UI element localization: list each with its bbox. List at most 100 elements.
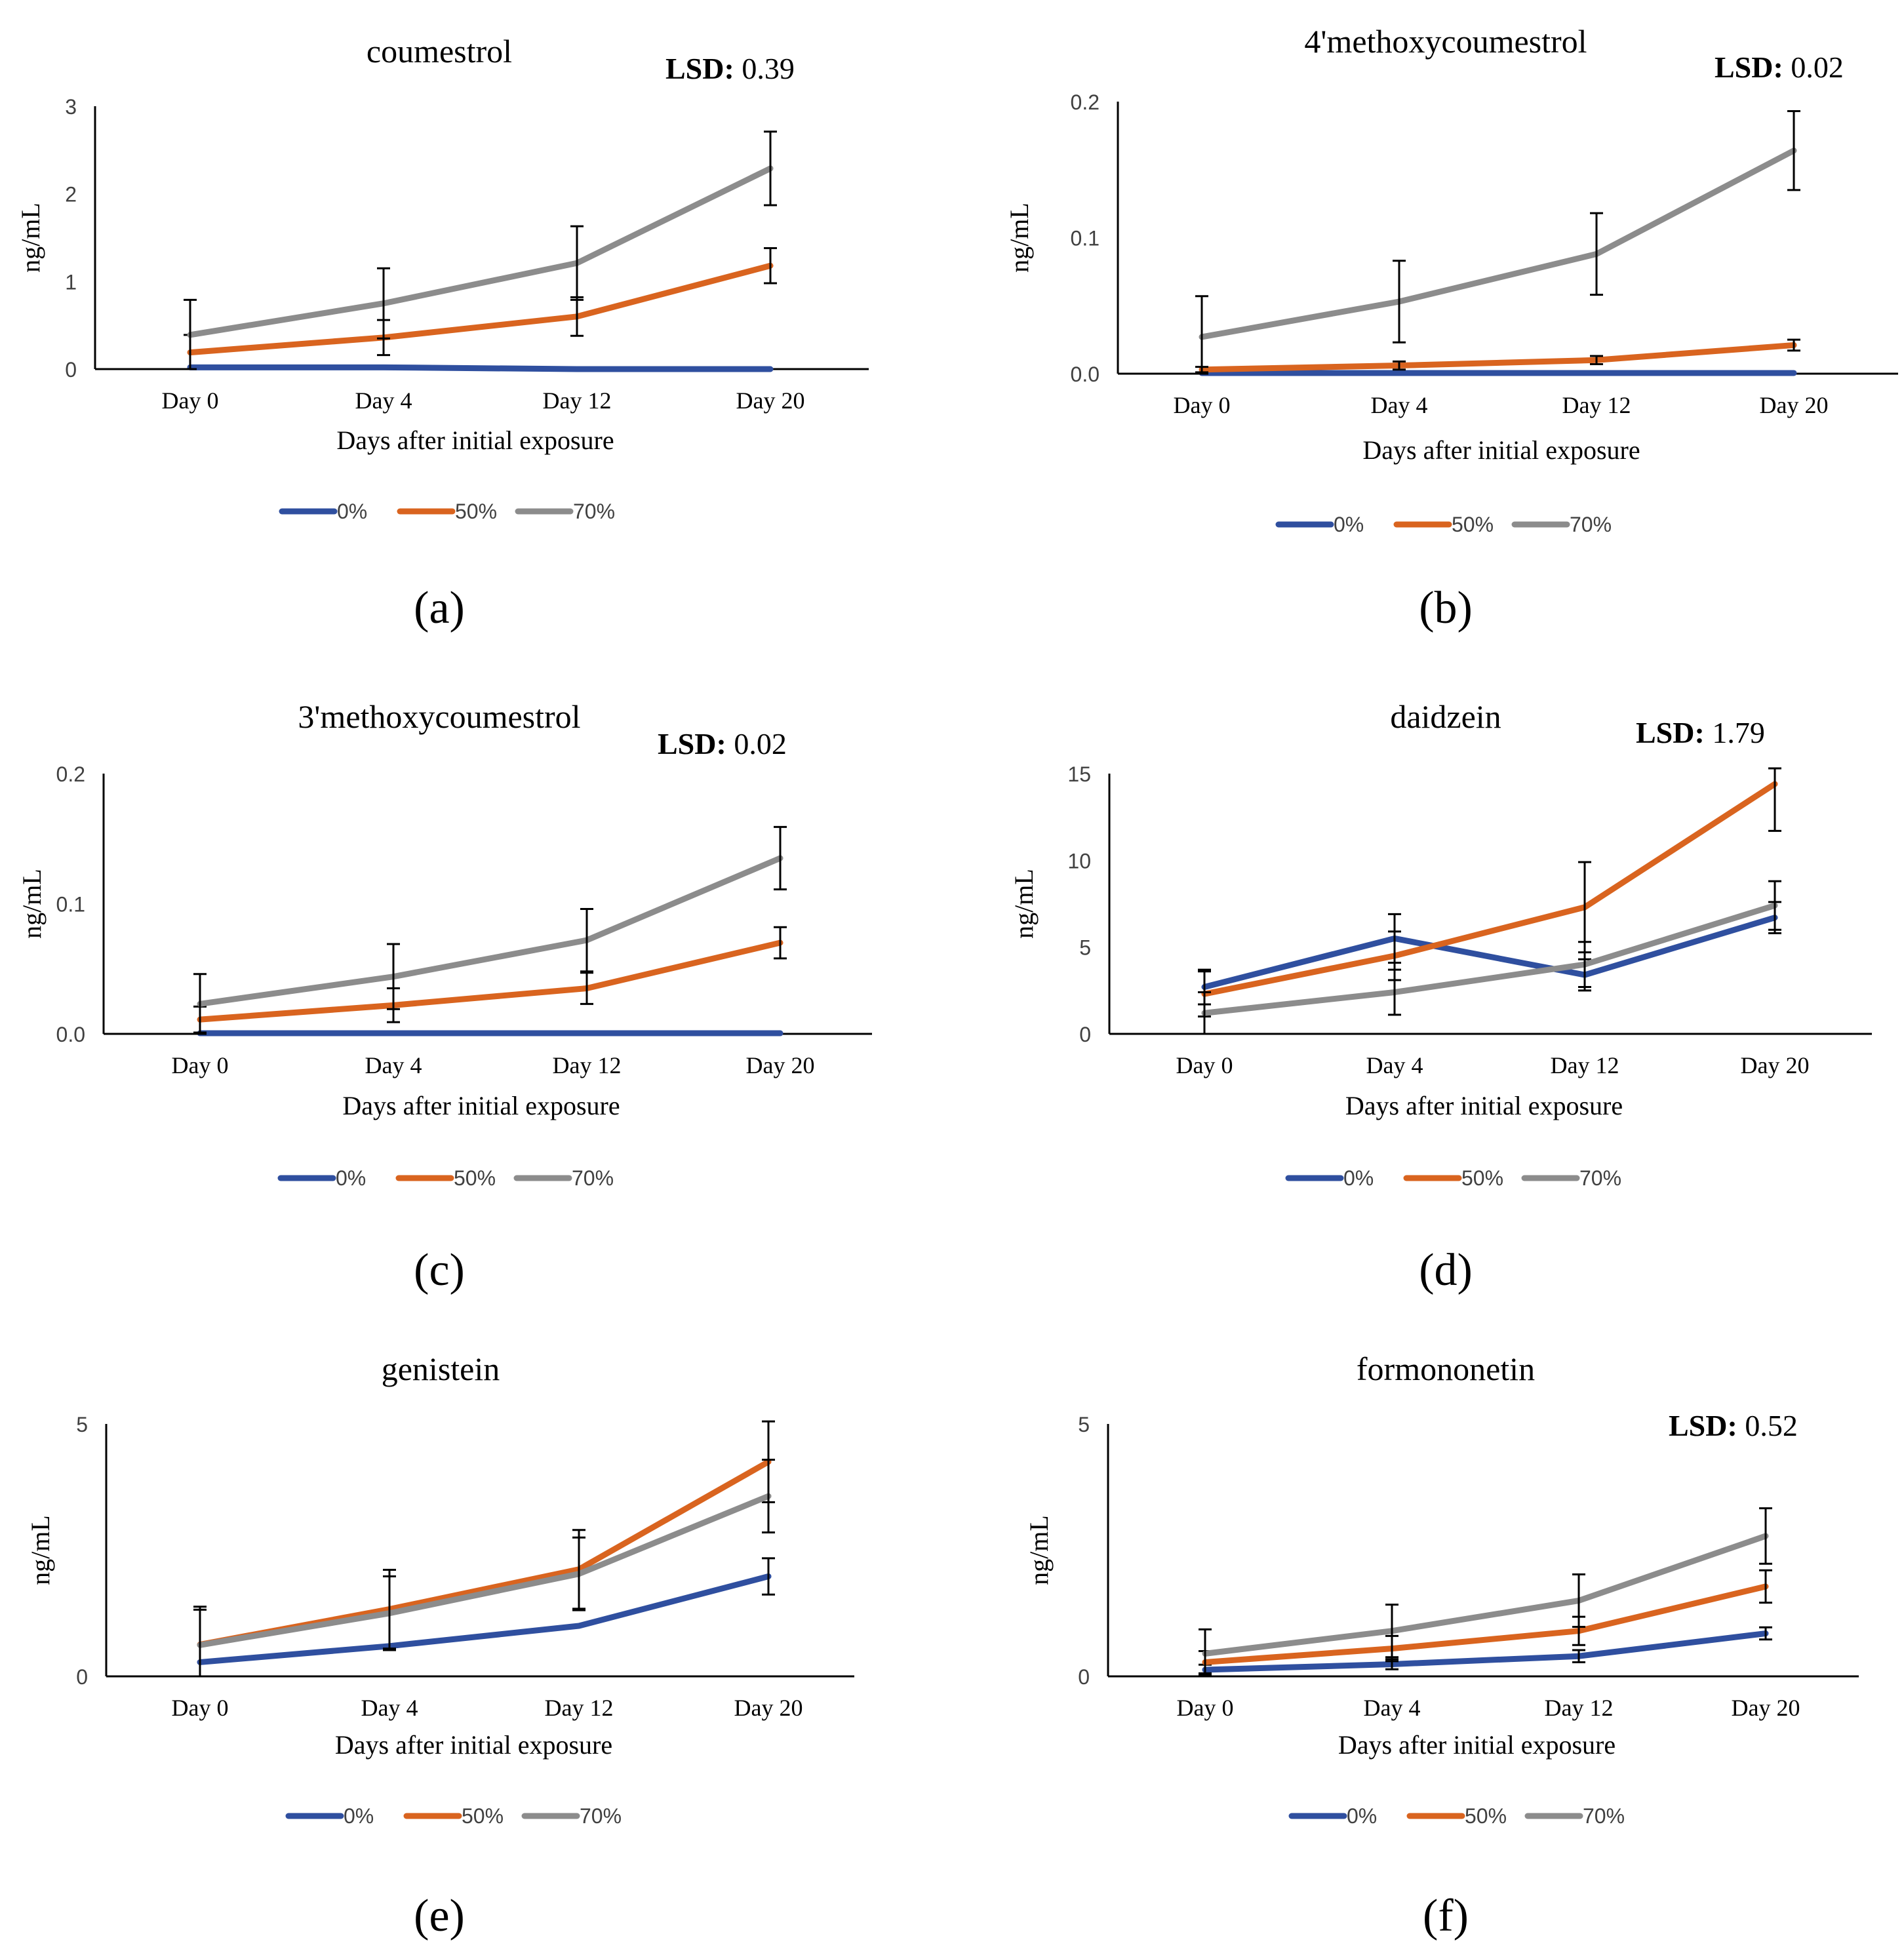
- x-tick-label: Day 0: [162, 387, 219, 414]
- x-tick-label: Day 4: [365, 1052, 422, 1078]
- panel-label: (e): [414, 1891, 465, 1941]
- series-line: [1201, 915, 1778, 991]
- series-line: [1201, 902, 1778, 1016]
- chart-title: 3'methoxycoumestrol: [298, 698, 580, 735]
- legend: 0% 50% 70%: [279, 500, 615, 523]
- y-axis-label: ng/mL: [1004, 203, 1034, 273]
- series-70pct: [184, 130, 777, 370]
- x-axis-label: Days after initial exposure: [1362, 435, 1640, 465]
- legend: 0% 50% 70%: [277, 1166, 614, 1190]
- y-axis-label: ng/mL: [16, 203, 45, 273]
- y-tick-label: 0.0: [1071, 363, 1100, 386]
- series-line: [187, 364, 774, 372]
- series-line: [1199, 342, 1797, 373]
- series-line: [1202, 1583, 1769, 1665]
- x-tick-label: Day 12: [1551, 1052, 1619, 1078]
- legend-label-70pct: 70%: [573, 500, 615, 523]
- y-tick-label: 15: [1067, 762, 1091, 786]
- series-line: [197, 1493, 772, 1648]
- lsd-value: 1.79: [1712, 716, 1765, 749]
- y-tick-label: 0.2: [1071, 90, 1100, 114]
- x-tick-label: Day 0: [1176, 1052, 1233, 1078]
- chart-panel-5: genistein 0 5 ng/mL Day 0 Day 4 Day 12 Day 20 Da…: [26, 1351, 854, 1941]
- lsd-value: 0.02: [1791, 50, 1844, 84]
- legend: 0% 50% 70%: [1275, 513, 1612, 536]
- y-axis-label: ng/mL: [17, 869, 47, 939]
- panel-label: (c): [414, 1245, 465, 1295]
- y-tick-label: 0.2: [56, 762, 85, 786]
- series-line: [197, 1573, 772, 1665]
- series-line: [1201, 781, 1778, 997]
- x-tick-label: Day 12: [553, 1052, 622, 1078]
- legend-label-70pct: 70%: [1570, 513, 1612, 536]
- x-tick-label: Day 20: [734, 1695, 803, 1721]
- series-0pct: [197, 1557, 775, 1665]
- series-line: [197, 855, 783, 1007]
- x-tick-label: Day 20: [746, 1052, 815, 1078]
- y-tick-label: 5: [76, 1413, 88, 1436]
- series-line: [197, 939, 783, 1023]
- x-tick-label: Day 0: [1177, 1695, 1234, 1721]
- lsd-label: LSD:: [1636, 716, 1712, 749]
- x-tick-label: Day 0: [172, 1052, 229, 1078]
- legend-label-0pct: 0%: [1343, 1166, 1374, 1190]
- chart-title: 4'methoxycoumestrol: [1304, 23, 1587, 60]
- y-tick-label: 5: [1079, 936, 1091, 960]
- series-50pct: [1198, 767, 1781, 1018]
- series-0pct: [187, 364, 774, 372]
- lsd-value: 0.52: [1745, 1409, 1798, 1442]
- lsd-annotation: LSD: 0.02: [658, 727, 787, 760]
- x-tick-label: Day 20: [1741, 1052, 1810, 1078]
- y-tick-label: 2: [65, 183, 77, 207]
- y-tick-label: 0: [1078, 1665, 1090, 1689]
- series-70pct: [193, 825, 787, 1035]
- series-50pct: [1195, 338, 1800, 374]
- y-axis-label: ng/mL: [1024, 1515, 1054, 1585]
- x-tick-label: Day 4: [1371, 392, 1428, 418]
- y-tick-label: 0.1: [1071, 227, 1100, 250]
- lsd-label: LSD:: [1669, 1409, 1745, 1442]
- chart-panel-6: formononetin LSD: 0.52 0 5 ng/mL Day 0 Day 4 Da…: [1024, 1351, 1859, 1941]
- x-tick-label: Day 4: [1364, 1695, 1421, 1721]
- y-axis-label: ng/mL: [1009, 869, 1039, 939]
- series-50pct: [184, 247, 777, 370]
- x-tick-label: Day 4: [355, 387, 412, 414]
- legend-label-50pct: 50%: [1461, 1166, 1503, 1190]
- y-tick-label: 3: [65, 95, 77, 119]
- chart-panel-4: daidzein LSD: 1.79 0 5 10 15 ng/mL Day 0 Day 4 Da…: [1009, 698, 1872, 1295]
- legend-label-50pct: 50%: [455, 500, 497, 523]
- legend-label-70pct: 70%: [1583, 1804, 1625, 1828]
- panel-label: (b): [1419, 583, 1473, 633]
- legend-label-0pct: 0%: [344, 1804, 374, 1828]
- lsd-label: LSD:: [1715, 50, 1791, 84]
- legend-label-50pct: 50%: [1452, 513, 1494, 536]
- chart-panel-1: coumestrol LSD: 0.39 0 1 2 3 ng/mL Day 0 Day 4 Da…: [16, 33, 869, 633]
- legend-label-50pct: 50%: [462, 1804, 504, 1828]
- y-tick-label: 0.1: [56, 893, 85, 917]
- series-line: [197, 1459, 772, 1647]
- x-tick-label: Day 12: [1545, 1695, 1614, 1721]
- legend: 0% 50% 70%: [1285, 1166, 1621, 1190]
- x-tick-label: Day 20: [1760, 392, 1829, 418]
- legend-label-70pct: 70%: [580, 1804, 622, 1828]
- x-axis-label: Days after initial exposure: [336, 425, 614, 455]
- y-tick-label: 10: [1067, 849, 1091, 873]
- x-tick-label: Day 4: [1366, 1052, 1423, 1078]
- chart-title: genistein: [382, 1351, 500, 1387]
- series-0pct: [1199, 1626, 1772, 1676]
- x-tick-label: Day 4: [361, 1695, 418, 1721]
- y-tick-label: 0: [1079, 1023, 1091, 1046]
- lsd-label: LSD:: [665, 52, 742, 85]
- series-70pct: [1195, 110, 1800, 375]
- y-tick-label: 0: [76, 1665, 88, 1689]
- series-line: [187, 262, 774, 356]
- series-70pct: [1199, 1507, 1772, 1678]
- x-tick-label: Day 12: [543, 387, 612, 414]
- chart-title: daidzein: [1390, 698, 1501, 735]
- lsd-value: 0.39: [742, 52, 795, 85]
- y-tick-label: 0: [65, 358, 77, 382]
- series-line: [1202, 1630, 1769, 1673]
- legend-label-50pct: 50%: [454, 1166, 496, 1190]
- x-tick-label: Day 20: [736, 387, 805, 414]
- x-tick-label: Day 20: [1732, 1695, 1800, 1721]
